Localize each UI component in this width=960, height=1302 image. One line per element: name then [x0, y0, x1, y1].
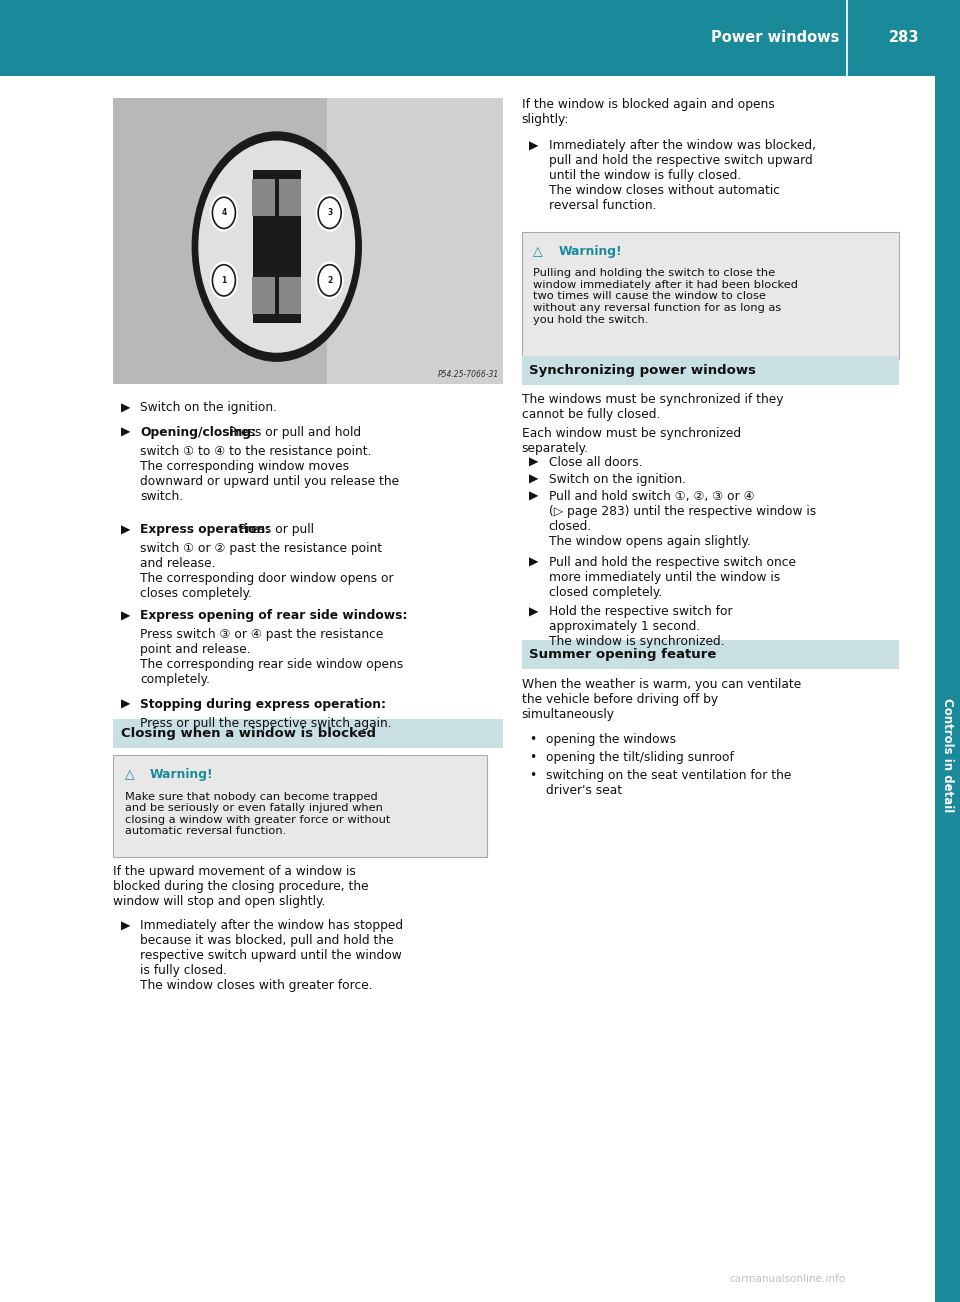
Text: Make sure that nobody can become trapped
and be seriously or even fatally injure: Make sure that nobody can become trapped…	[125, 792, 390, 836]
Text: ▶: ▶	[121, 919, 131, 932]
Text: Warning!: Warning!	[559, 245, 622, 258]
Text: ▶: ▶	[529, 473, 539, 486]
Text: P54.25-7066-31: P54.25-7066-31	[438, 370, 499, 379]
Text: Pull and hold switch ①, ②, ③ or ④
(▷ page 283) until the respective window is
cl: Pull and hold switch ①, ②, ③ or ④ (▷ pag…	[549, 490, 816, 548]
Text: carmanualsonline.info: carmanualsonline.info	[730, 1273, 845, 1284]
Text: Power windows: Power windows	[710, 30, 839, 46]
Text: The windows must be synchronized if they
cannot be fully closed.: The windows must be synchronized if they…	[522, 393, 783, 422]
Text: ▶: ▶	[121, 698, 131, 711]
Text: Express opening of rear side windows:: Express opening of rear side windows:	[140, 609, 408, 622]
Text: Immediately after the window has stopped
because it was blocked, pull and hold t: Immediately after the window has stopped…	[140, 919, 403, 992]
Bar	[252, 180, 275, 216]
Text: switch ① to ④ to the resistance point.
The corresponding window moves
downward o: switch ① to ④ to the resistance point. T…	[140, 445, 399, 503]
Text: •: •	[529, 769, 537, 783]
Text: Summer opening feature: Summer opening feature	[529, 648, 717, 661]
Text: Each window must be synchronized
separately.: Each window must be synchronized separat…	[522, 427, 741, 456]
Text: △: △	[125, 768, 134, 781]
Text: Closing when a window is blocked: Closing when a window is blocked	[121, 728, 376, 741]
Text: Pulling and holding the switch to close the
window immediately after it had been: Pulling and holding the switch to close …	[534, 268, 799, 324]
Text: Press or pull: Press or pull	[235, 523, 314, 536]
Bar	[279, 277, 301, 314]
Text: 1: 1	[221, 276, 227, 285]
Text: ▶: ▶	[121, 401, 131, 414]
Bar	[113, 98, 503, 384]
Text: switching on the seat ventilation for the
driver's seat: switching on the seat ventilation for th…	[545, 769, 791, 798]
Bar	[279, 180, 301, 216]
Circle shape	[210, 262, 237, 298]
Text: Warning!: Warning!	[150, 768, 213, 781]
Text: ▶: ▶	[529, 456, 539, 469]
Text: Switch on the ignition.: Switch on the ignition.	[140, 401, 277, 414]
Circle shape	[316, 262, 343, 298]
Bar	[935, 76, 960, 1302]
Text: Synchronizing power windows: Synchronizing power windows	[529, 365, 756, 378]
Circle shape	[316, 194, 343, 230]
Circle shape	[199, 141, 354, 352]
Text: ▶: ▶	[529, 490, 539, 503]
Bar	[327, 98, 503, 384]
Text: ▶: ▶	[121, 523, 131, 536]
Text: 4: 4	[221, 208, 227, 217]
Text: Opening/closing:: Opening/closing:	[140, 426, 256, 439]
Bar	[0, 0, 960, 76]
Circle shape	[210, 194, 237, 230]
Text: ▶: ▶	[121, 609, 131, 622]
Bar	[252, 277, 275, 314]
Text: Controls in detail: Controls in detail	[941, 698, 954, 812]
Text: Press switch ③ or ④ past the resistance
point and release.
The corresponding rea: Press switch ③ or ④ past the resistance …	[140, 629, 403, 686]
Text: ▶: ▶	[529, 556, 539, 569]
Text: •: •	[529, 751, 537, 764]
Bar	[522, 357, 900, 385]
Text: ▶: ▶	[121, 426, 131, 439]
Text: If the upward movement of a window is
blocked during the closing procedure, the
: If the upward movement of a window is bl…	[113, 865, 369, 907]
Bar	[252, 171, 300, 323]
Circle shape	[192, 132, 361, 361]
Text: Press or pull the respective switch again.: Press or pull the respective switch agai…	[140, 716, 392, 729]
Text: If the window is blocked again and opens
slightly:: If the window is blocked again and opens…	[522, 98, 775, 126]
Text: △: △	[534, 245, 543, 258]
Text: ▶: ▶	[529, 605, 539, 618]
Text: Immediately after the window was blocked,
pull and hold the respective switch up: Immediately after the window was blocked…	[549, 139, 816, 212]
Bar	[522, 641, 900, 669]
Text: •: •	[529, 733, 537, 746]
Text: Express operation:: Express operation:	[140, 523, 271, 536]
Bar	[113, 755, 487, 857]
Text: When the weather is warm, you can ventilate
the vehicle before driving off by
si: When the weather is warm, you can ventil…	[522, 678, 801, 721]
Text: switch ① or ② past the resistance point
and release.
The corresponding door wind: switch ① or ② past the resistance point …	[140, 543, 394, 600]
Bar	[522, 232, 900, 359]
Text: opening the windows: opening the windows	[545, 733, 676, 746]
Text: ▶: ▶	[529, 139, 539, 152]
Text: Stopping during express operation:: Stopping during express operation:	[140, 698, 386, 711]
Text: 3: 3	[327, 208, 332, 217]
Text: Press or pull and hold: Press or pull and hold	[225, 426, 361, 439]
Text: Close all doors.: Close all doors.	[549, 456, 642, 469]
Bar	[113, 720, 503, 749]
Text: 2: 2	[327, 276, 332, 285]
Text: Hold the respective switch for
approximately 1 second.
The window is synchronize: Hold the respective switch for approxima…	[549, 605, 732, 648]
Text: opening the tilt/sliding sunroof: opening the tilt/sliding sunroof	[545, 751, 733, 764]
Text: 283: 283	[889, 30, 920, 46]
Text: Switch on the ignition.: Switch on the ignition.	[549, 473, 685, 486]
Text: Pull and hold the respective switch once
more immediately until the window is
cl: Pull and hold the respective switch once…	[549, 556, 796, 599]
